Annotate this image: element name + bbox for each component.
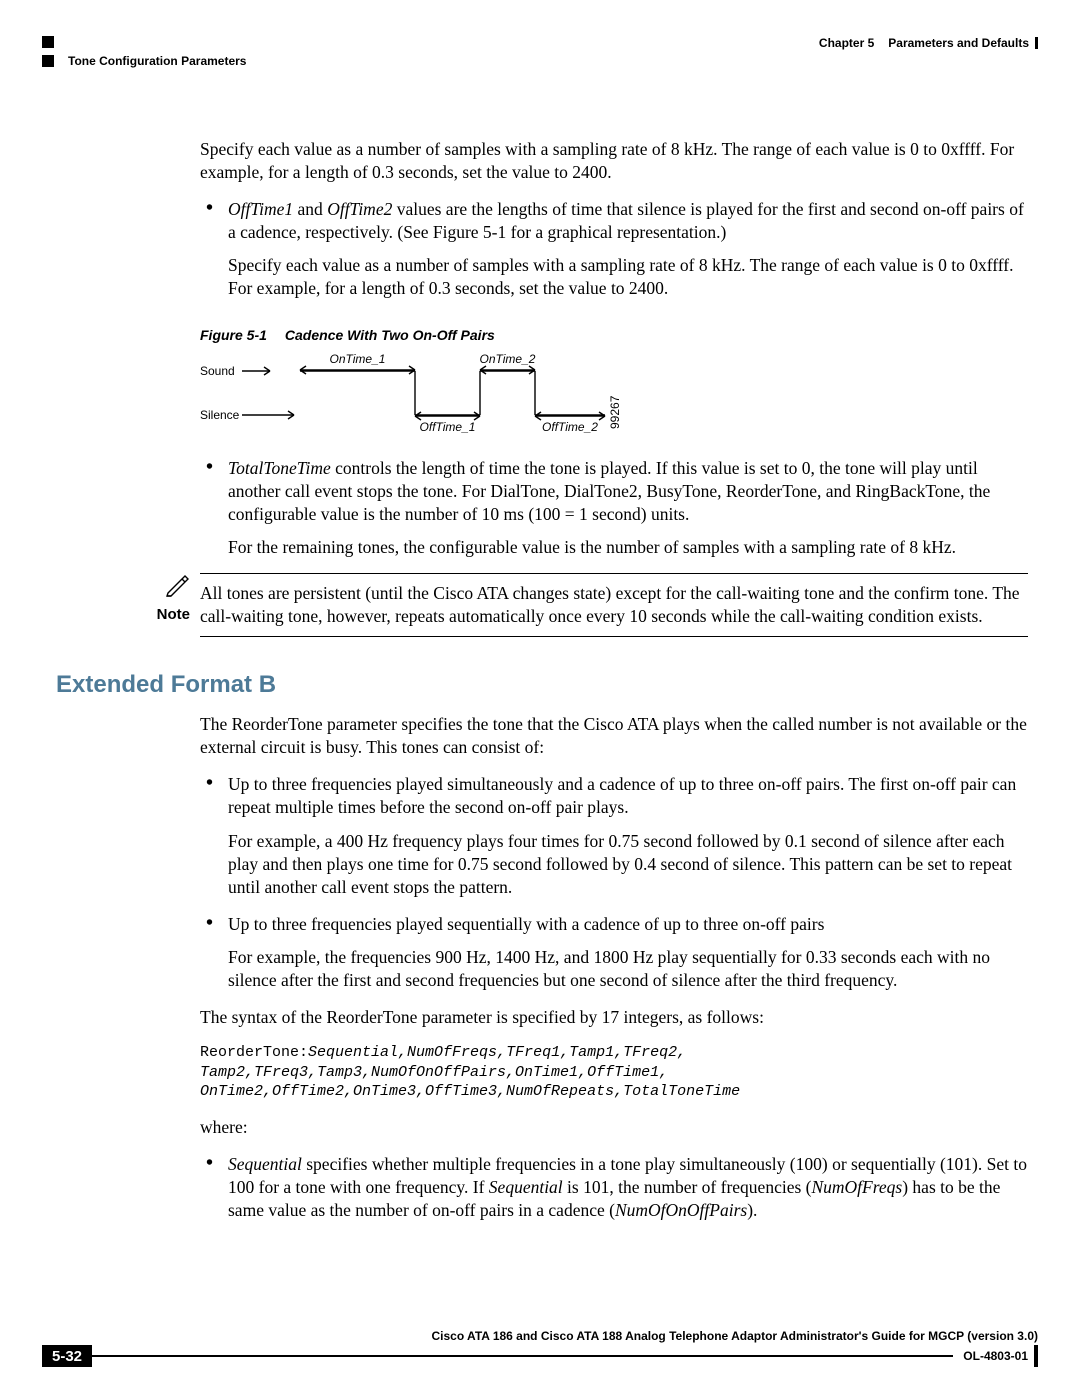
list-item: Up to three frequencies played simultane…: [200, 773, 1028, 898]
list-item: Sequential specifies whether multiple fr…: [200, 1153, 1028, 1222]
paragraph: Specify each value as a number of sample…: [228, 254, 1028, 300]
doc-number: OL-4803-01: [953, 1345, 1028, 1367]
note-text: All tones are persistent (until the Cisc…: [200, 582, 1028, 628]
page-footer: Cisco ATA 186 and Cisco ATA 188 Analog T…: [42, 1329, 1038, 1367]
paragraph: For example, a 400 Hz frequency plays fo…: [228, 830, 1028, 899]
svg-text:OnTime_1: OnTime_1: [330, 353, 386, 366]
term: NumOfOnOffPairs: [615, 1200, 747, 1220]
footer-decoration-bar: [1034, 1345, 1038, 1367]
pencil-icon: [150, 573, 190, 604]
header-decoration-bar: [1035, 37, 1038, 49]
paragraph: For the remaining tones, the configurabl…: [228, 536, 1028, 559]
note-label: Note: [150, 606, 190, 623]
paragraph: where:: [200, 1116, 1028, 1139]
figure-caption: Figure 5-1Cadence With Two On-Off Pairs: [200, 327, 1028, 343]
page-header: Chapter 5 Parameters and Defaults Tone C…: [42, 36, 1038, 68]
svg-text:Silence: Silence: [200, 408, 240, 422]
term: OffTime2: [327, 199, 392, 219]
header-decoration-square: [42, 55, 54, 67]
list-item: Up to three frequencies played sequentia…: [200, 913, 1028, 992]
svg-text:Sound: Sound: [200, 364, 235, 378]
term: Sequential: [489, 1177, 563, 1197]
paragraph: Specify each value as a number of sample…: [200, 138, 1028, 184]
svg-text:OffTime_1: OffTime_1: [420, 420, 476, 434]
svg-text:OffTime_2: OffTime_2: [542, 420, 598, 434]
term: OffTime1: [228, 199, 293, 219]
paragraph: The syntax of the ReorderTone parameter …: [200, 1006, 1028, 1029]
footer-title: Cisco ATA 186 and Cisco ATA 188 Analog T…: [42, 1329, 1038, 1343]
header-decoration-square: [42, 36, 54, 48]
paragraph: The ReorderTone parameter specifies the …: [200, 713, 1028, 759]
note-block: Note All tones are persistent (until the…: [150, 573, 1028, 637]
term: Sequential: [228, 1154, 302, 1174]
term: TotalToneTime: [228, 458, 331, 478]
paragraph: For example, the frequencies 900 Hz, 140…: [228, 946, 1028, 992]
figure-cadence-diagram: Sound Silence OnTime_1 OnTime_2 OffTime_1 Off…: [200, 353, 1028, 443]
list-item: OffTime1 and OffTime2 values are the len…: [200, 198, 1028, 300]
chapter-number: Chapter 5: [819, 36, 874, 50]
svg-text:OnTime_2: OnTime_2: [480, 353, 536, 366]
section-title: Tone Configuration Parameters: [68, 54, 246, 68]
svg-text:99267: 99267: [608, 395, 622, 429]
heading-extended-format-b: Extended Format B: [56, 671, 1028, 699]
chapter-title: Parameters and Defaults: [888, 36, 1029, 50]
term: NumOfFreqs: [811, 1177, 902, 1197]
list-item: TotalToneTime controls the length of tim…: [200, 457, 1028, 559]
page-number: 5-32: [42, 1345, 92, 1367]
code-block: ReorderTone:ReorderTone:Sequential,NumOf…: [200, 1043, 1028, 1102]
